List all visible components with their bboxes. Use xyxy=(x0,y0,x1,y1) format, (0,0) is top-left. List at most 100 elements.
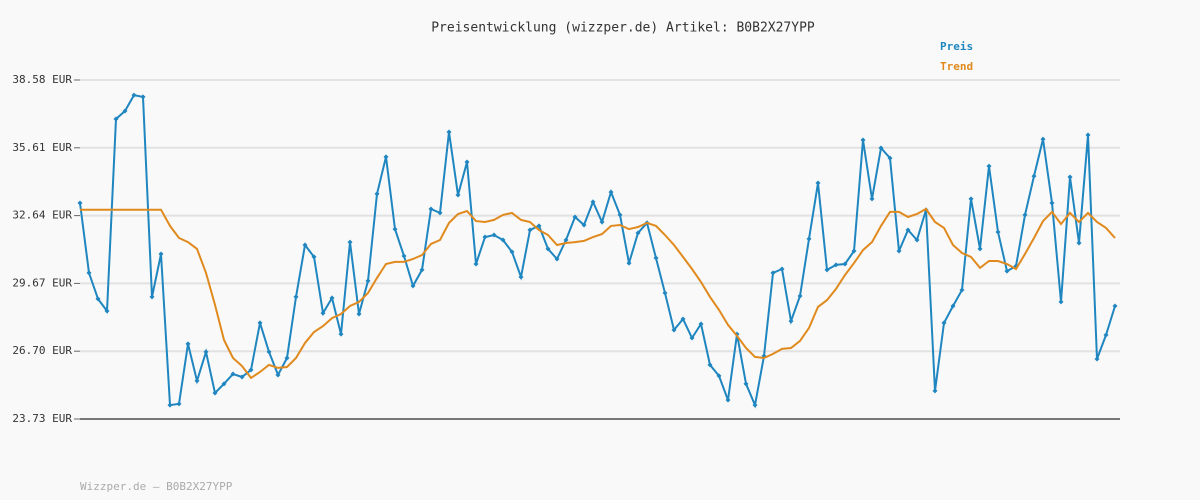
data-point xyxy=(1040,136,1046,142)
data-point xyxy=(581,222,587,228)
data-point xyxy=(509,249,515,255)
data-point xyxy=(149,294,155,300)
data-point xyxy=(365,278,371,284)
data-point xyxy=(86,270,92,276)
data-point xyxy=(1058,299,1064,305)
data-point xyxy=(500,237,506,243)
data-point xyxy=(599,219,605,225)
data-point xyxy=(194,378,200,384)
data-point xyxy=(239,374,245,380)
data-point xyxy=(779,266,785,272)
data-point xyxy=(293,294,299,300)
data-point xyxy=(473,261,479,267)
data-point xyxy=(878,145,884,151)
data-point xyxy=(158,251,164,257)
data-point xyxy=(851,248,857,254)
data-point xyxy=(788,318,794,324)
legend-label: Trend xyxy=(940,60,973,73)
data-point xyxy=(860,137,866,143)
data-point xyxy=(617,212,623,218)
data-point xyxy=(635,230,641,236)
data-point xyxy=(545,246,551,252)
data-point xyxy=(122,108,128,114)
data-point xyxy=(185,341,191,347)
data-point xyxy=(626,260,632,266)
data-point xyxy=(554,256,560,262)
data-point xyxy=(374,191,380,197)
data-point xyxy=(275,372,281,378)
data-point xyxy=(248,367,254,373)
data-point xyxy=(266,349,272,355)
data-point xyxy=(896,248,902,254)
data-point xyxy=(482,234,488,240)
data-point xyxy=(311,254,317,260)
data-point xyxy=(410,283,416,289)
data-point xyxy=(329,295,335,301)
data-point xyxy=(833,262,839,268)
data-point xyxy=(887,155,893,161)
data-point xyxy=(1067,174,1073,180)
y-tick-label: 23.73 EUR xyxy=(12,412,72,425)
data-point xyxy=(176,401,182,407)
data-point xyxy=(95,296,101,302)
y-tick-label: 38.58 EUR xyxy=(12,73,72,86)
data-point xyxy=(1085,132,1091,138)
data-point xyxy=(977,246,983,252)
data-point xyxy=(320,310,326,316)
data-point xyxy=(869,196,875,202)
data-point xyxy=(815,180,821,186)
y-tick-label: 35.61 EUR xyxy=(12,141,72,154)
series-line xyxy=(80,207,1116,380)
data-point xyxy=(707,362,713,368)
data-point xyxy=(662,290,668,296)
data-point xyxy=(167,402,173,408)
data-point xyxy=(806,236,812,242)
data-point xyxy=(824,267,830,273)
y-tick-label: 26.70 EUR xyxy=(12,344,72,357)
data-point xyxy=(518,274,524,280)
data-point xyxy=(257,320,263,326)
data-point xyxy=(716,373,722,379)
data-point xyxy=(437,210,443,216)
data-point xyxy=(1103,332,1109,338)
data-point xyxy=(563,237,569,243)
data-point xyxy=(455,192,461,198)
data-point xyxy=(572,214,578,220)
data-point xyxy=(104,308,110,314)
data-point xyxy=(797,293,803,299)
data-point xyxy=(203,349,209,355)
data-point xyxy=(950,303,956,309)
data-point xyxy=(752,402,758,408)
data-point xyxy=(527,227,533,233)
data-point xyxy=(941,320,947,326)
data-point xyxy=(1094,356,1100,362)
data-point xyxy=(113,116,119,122)
data-point xyxy=(1049,200,1055,206)
data-point xyxy=(338,331,344,337)
data-point xyxy=(77,200,83,206)
data-point xyxy=(671,327,677,333)
data-point xyxy=(689,335,695,341)
data-point xyxy=(1112,303,1118,309)
data-point xyxy=(464,159,470,165)
data-point xyxy=(725,397,731,403)
data-point xyxy=(842,261,848,267)
series-line xyxy=(79,93,1116,409)
data-point xyxy=(536,223,542,229)
data-point xyxy=(446,129,452,135)
data-point xyxy=(1076,240,1082,246)
data-point xyxy=(302,242,308,248)
data-point xyxy=(401,253,407,259)
data-point xyxy=(419,267,425,273)
data-point xyxy=(905,227,911,233)
data-point xyxy=(131,92,137,98)
data-point xyxy=(428,206,434,212)
data-point xyxy=(221,381,227,387)
data-point xyxy=(140,94,146,100)
data-point xyxy=(743,381,749,387)
data-point xyxy=(968,196,974,202)
data-point xyxy=(491,232,497,238)
data-point xyxy=(1022,212,1028,218)
data-point xyxy=(347,239,353,245)
